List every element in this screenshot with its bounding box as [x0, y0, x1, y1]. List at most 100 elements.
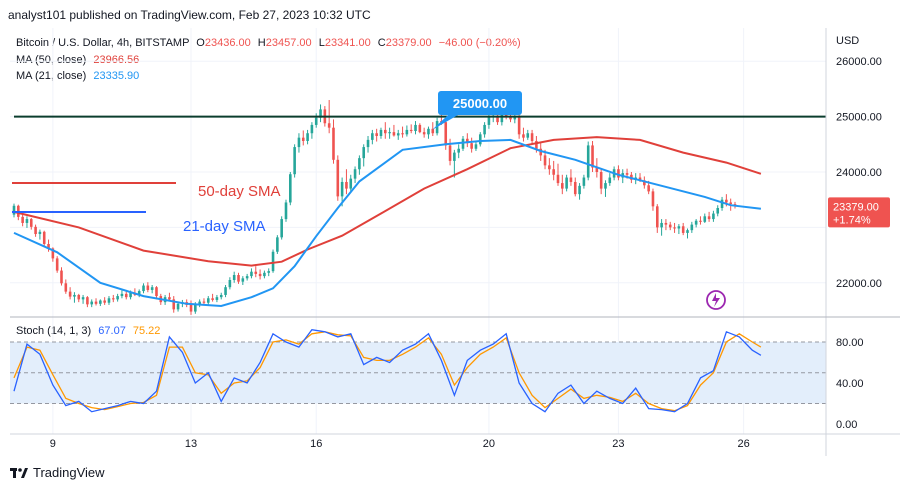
candle-body — [194, 304, 197, 312]
candle-body — [500, 113, 504, 123]
candle-body — [673, 227, 676, 229]
candle-body — [699, 220, 702, 222]
candle-body — [176, 303, 180, 310]
candle-body — [267, 271, 271, 273]
candle-body — [668, 224, 672, 228]
candle-body — [116, 296, 119, 300]
candle — [219, 292, 223, 300]
candle-body — [396, 133, 400, 136]
candle — [310, 122, 314, 139]
candle — [707, 211, 711, 222]
candle — [146, 282, 150, 293]
candle-body — [366, 139, 370, 148]
candle — [293, 144, 296, 178]
candle-body — [202, 301, 206, 303]
candle-body — [314, 117, 318, 125]
price-tick-label: 26000.00 — [836, 56, 882, 68]
candle-body — [595, 167, 599, 172]
ohlc-low-label: L — [318, 37, 325, 49]
price-axis-unit: USD — [836, 35, 859, 47]
stoch-legend: Stoch (14, 1, 3) 67.07 75.22 — [16, 325, 160, 337]
candle-body — [211, 298, 214, 300]
candle — [150, 284, 154, 294]
replay-icon[interactable] — [706, 290, 726, 310]
candle-body — [155, 287, 158, 297]
candle — [349, 174, 353, 192]
candle — [453, 149, 456, 178]
candle — [224, 284, 227, 298]
time-axis-ticks: 91316202326Mar — [50, 438, 750, 450]
candle — [358, 155, 361, 175]
candle — [25, 216, 29, 228]
candle — [569, 169, 573, 186]
candle — [375, 128, 378, 142]
ohlc-close-label: C — [377, 37, 386, 49]
candle-body — [60, 270, 63, 284]
candle-body — [448, 145, 452, 161]
candle — [466, 133, 469, 148]
candle — [116, 293, 119, 302]
candle-body — [263, 272, 266, 277]
candle-body — [254, 271, 258, 274]
candle-body — [99, 300, 102, 304]
candle-body — [729, 202, 732, 205]
candle — [21, 213, 24, 227]
candle-body — [712, 213, 715, 220]
candle-body — [124, 293, 128, 298]
candle-body — [142, 285, 145, 292]
candle — [215, 294, 219, 303]
candle — [586, 141, 590, 181]
candle — [448, 138, 452, 166]
candle — [582, 174, 586, 189]
candle — [409, 124, 413, 134]
candle — [561, 174, 564, 195]
candle — [60, 267, 63, 286]
candle-body — [215, 297, 219, 300]
candle-body — [444, 122, 448, 146]
candle — [617, 165, 620, 181]
stoch-legend-label: Stoch (14, 1, 3) — [16, 325, 92, 337]
candle — [591, 140, 594, 172]
candle-body — [371, 133, 374, 140]
candle-body — [604, 183, 607, 189]
candle — [168, 292, 171, 301]
price-tick-label: 24000.00 — [836, 167, 882, 179]
candle-body — [55, 258, 59, 271]
candle-body — [81, 297, 85, 300]
ohlc-high-label: H — [257, 37, 266, 49]
sma50-label: 50-day SMA — [198, 183, 281, 200]
candle — [716, 205, 720, 217]
candle-body — [94, 301, 98, 304]
candle — [474, 140, 478, 151]
ma50-line — [13, 136, 762, 267]
candle-body — [509, 116, 512, 120]
candle — [94, 298, 98, 306]
candle-body — [271, 251, 275, 272]
candle-body — [496, 115, 499, 123]
candle-body — [677, 226, 681, 229]
candle — [548, 158, 551, 175]
candle-body — [146, 285, 150, 290]
ohlc-open: 23436.00 — [204, 37, 251, 49]
candle-body — [660, 222, 663, 228]
candle — [681, 222, 685, 236]
candle — [172, 296, 176, 313]
tradingview-logo[interactable]: TradingView — [10, 465, 105, 480]
candle-body — [340, 181, 344, 197]
candle — [371, 129, 374, 145]
candle-body — [198, 301, 201, 305]
candle — [565, 174, 568, 192]
stoch-tick-label: 40.00 — [836, 378, 864, 390]
candle-body — [25, 219, 29, 223]
resistance-callout: 25000.00 — [432, 91, 522, 130]
candle-body — [358, 158, 361, 170]
time-tick-label: 9 — [50, 438, 56, 450]
candle-body — [29, 219, 33, 227]
symbol-legend: Bitcoin / U.S. Dollar, 4h, BITSTAMP O234… — [16, 37, 521, 49]
candle-body — [73, 294, 76, 297]
candle — [314, 113, 318, 128]
candle — [332, 119, 335, 164]
candle-body — [457, 148, 460, 153]
candle-body — [552, 169, 555, 175]
